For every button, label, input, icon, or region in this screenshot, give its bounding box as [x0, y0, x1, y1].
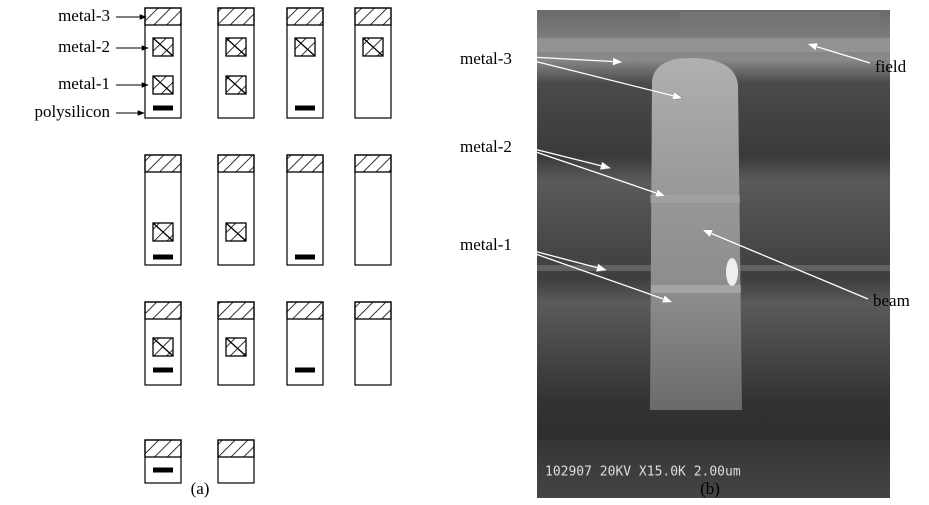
metal-3 [145, 155, 181, 172]
field-layer [537, 38, 890, 52]
label: metal-3 [58, 6, 110, 25]
polysilicon [295, 106, 315, 111]
layer [650, 195, 740, 203]
label: metal-2 [460, 137, 512, 156]
polysilicon [153, 468, 173, 473]
caption: (a) [191, 479, 210, 498]
polysilicon [153, 255, 173, 260]
label: beam [873, 291, 910, 310]
micrograph-text: 102907 20KV X15.0K 2.00um [545, 465, 741, 480]
metal-3 [218, 155, 254, 172]
metal-3 [287, 155, 323, 172]
label: metal-2 [58, 37, 110, 56]
metal-3 [355, 155, 391, 172]
metal-3 [355, 8, 391, 25]
label: metal-3 [460, 49, 512, 68]
metal-3 [355, 302, 391, 319]
polysilicon [153, 368, 173, 373]
metal-3 [145, 8, 181, 25]
panel-a-labels: metal-3 metal-2 metal-1 polysilicon (a) [34, 6, 209, 498]
label: polysilicon [34, 102, 110, 121]
figure: metal-3 metal-2 metal-1 polysilicon (a) … [0, 0, 929, 505]
metal-3 [287, 302, 323, 319]
micrograph: 102907 20KV X15.0K 2.00um [537, 10, 890, 498]
layer-stacks [145, 8, 391, 483]
polysilicon [295, 368, 315, 373]
layer [651, 285, 741, 293]
metal-3 [145, 440, 181, 457]
polysilicon [153, 106, 173, 111]
metal-3 [218, 8, 254, 25]
metal-3 [287, 8, 323, 25]
label: field [875, 57, 907, 76]
metal-3 [218, 302, 254, 319]
highlight [726, 258, 738, 286]
polysilicon [295, 255, 315, 260]
label: metal-1 [58, 74, 110, 93]
label: metal-1 [460, 235, 512, 254]
metal-3 [145, 302, 181, 319]
beam [650, 58, 742, 410]
stripe [680, 12, 880, 26]
metal-3 [218, 440, 254, 457]
caption: (b) [700, 479, 720, 498]
